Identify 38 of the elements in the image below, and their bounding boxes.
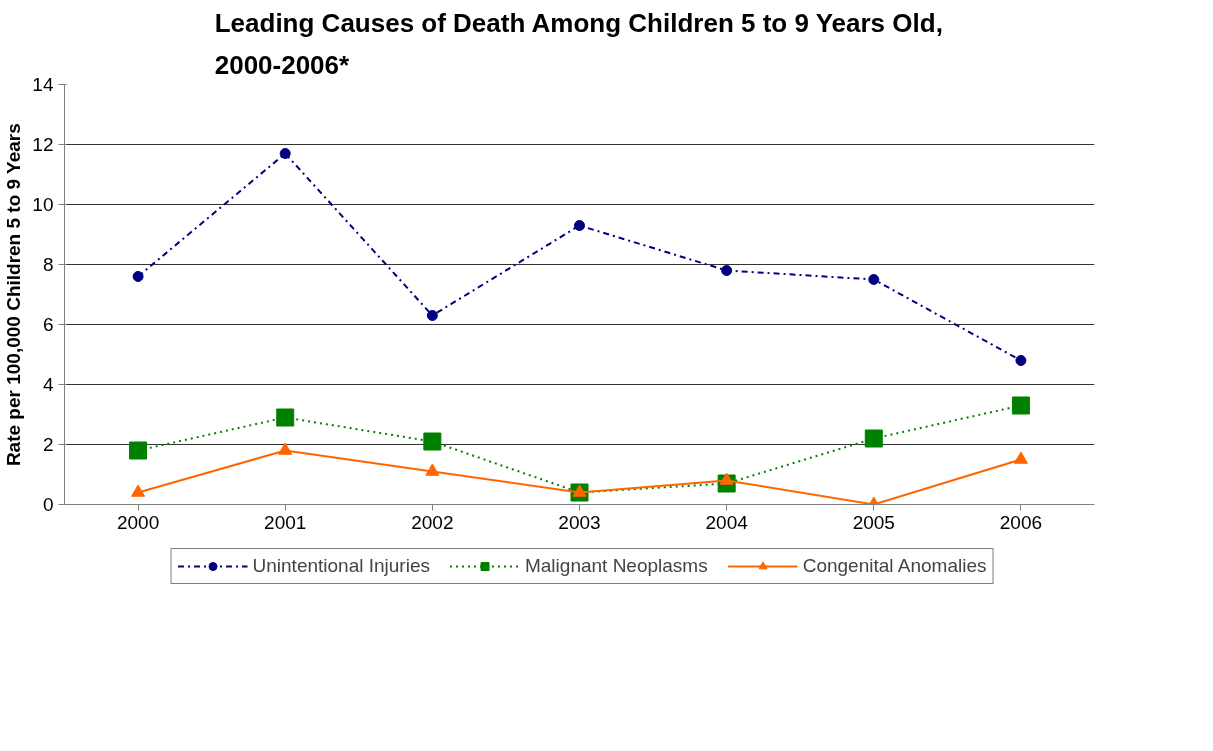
y-tick-label: 8	[42, 254, 54, 275]
y-tick-label: 6	[42, 314, 54, 335]
point	[132, 271, 144, 282]
y-tick-label: 2	[42, 434, 54, 455]
point	[864, 429, 883, 448]
x-tick-label: 2001	[264, 511, 307, 533]
y-axis-title: Rate per 100,000 Children 5 to 9 Years	[3, 123, 25, 467]
x-tick-label: 2006	[999, 511, 1043, 533]
point	[868, 274, 880, 285]
point	[1011, 396, 1030, 415]
x-tick-label: 2004	[705, 511, 749, 533]
point	[1013, 451, 1028, 464]
x-tick-label: 2000	[116, 511, 160, 533]
point	[574, 220, 585, 231]
point	[276, 408, 295, 427]
y-tick-label: 12	[32, 134, 54, 155]
point	[572, 484, 587, 497]
y-tick-label: 10	[32, 194, 54, 215]
y-tick-label: 4	[42, 374, 54, 395]
legend-label: Congenital Anomalies	[802, 555, 987, 577]
point	[278, 442, 293, 455]
y-tick-label: 14	[32, 74, 54, 95]
chart-title: Leading Causes of Death Among Children 5 to 9 Years Old, 2000-2006*	[214, 7, 943, 80]
point	[279, 148, 291, 159]
legend-label: Unintentional Injuries	[252, 555, 430, 577]
x-tick-label: 2003	[558, 511, 601, 533]
point	[719, 472, 734, 485]
x-tick-label: 2005	[852, 511, 895, 533]
point	[425, 463, 440, 476]
legend-label: Malignant Neoplasms	[524, 555, 708, 577]
point	[1015, 355, 1027, 366]
point	[721, 265, 733, 276]
point	[131, 484, 146, 497]
point	[426, 310, 438, 321]
x-tick-label: 2002	[411, 511, 454, 533]
y-tick-label: 0	[42, 494, 54, 515]
point	[129, 441, 148, 460]
point	[423, 432, 442, 451]
